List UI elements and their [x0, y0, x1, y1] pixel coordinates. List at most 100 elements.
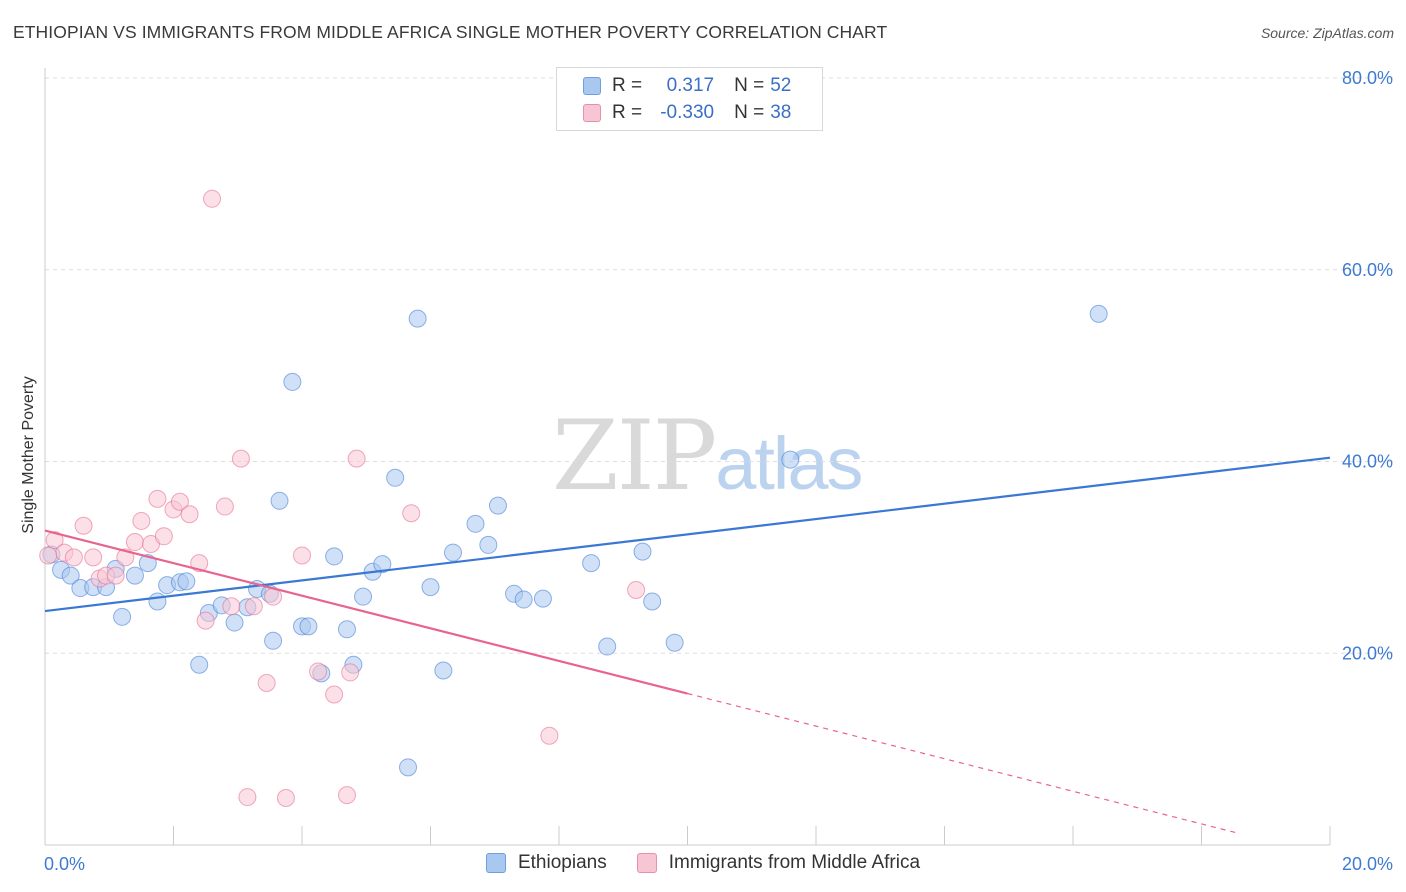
- point-middle-africa: [276, 789, 295, 808]
- point-middle-africa: [231, 449, 250, 468]
- point-ethiopians: [270, 491, 289, 510]
- point-ethiopians: [113, 607, 132, 626]
- point-ethiopians: [443, 543, 462, 562]
- point-ethiopians: [138, 554, 157, 573]
- point-ethiopians: [373, 555, 392, 574]
- point-ethiopians: [190, 655, 209, 674]
- legend-row-ethiopians: R = 0.317 N = 52: [583, 74, 791, 98]
- point-middle-africa: [196, 611, 215, 630]
- watermark-zip: ZIP: [552, 400, 717, 512]
- point-ethiopians: [225, 613, 244, 632]
- watermark: ZIPatlas: [552, 400, 864, 512]
- point-middle-africa: [627, 580, 646, 599]
- trendline-ethiopians: [44, 456, 1331, 613]
- point-ethiopians: [781, 450, 800, 469]
- point-ethiopians: [325, 547, 344, 566]
- x-tick-label: 20.0%: [1342, 854, 1393, 874]
- point-middle-africa: [215, 497, 234, 516]
- point-ethiopians: [408, 309, 427, 328]
- point-middle-africa: [132, 511, 151, 530]
- y-tick-label: 60.0%: [1342, 260, 1393, 280]
- trendline-middle-africa-extension: [687, 692, 1241, 835]
- point-ethiopians: [466, 514, 485, 533]
- point-ethiopians: [421, 578, 440, 597]
- y-tick-label: 20.0%: [1342, 643, 1393, 663]
- legend-r-label: R =: [612, 75, 643, 96]
- point-ethiopians: [514, 590, 533, 609]
- point-middle-africa: [125, 533, 144, 552]
- legend-row-middle-africa: R = -0.330 N = 38: [583, 101, 791, 125]
- correlation-legend: R = 0.317 N = 52 R = -0.330 N = 38: [556, 67, 823, 131]
- point-middle-africa: [154, 527, 173, 546]
- y-tick-label: 40.0%: [1342, 452, 1393, 472]
- point-ethiopians: [148, 592, 167, 611]
- legend-label-middle-africa: Immigrants from Middle Africa: [668, 852, 921, 873]
- series-legend: Ethiopians Immigrants from Middle Africa: [0, 852, 1406, 874]
- legend-n-value: 52: [770, 75, 792, 96]
- point-middle-africa: [238, 788, 257, 807]
- source-note: Source: ZipAtlas.com: [1260, 25, 1394, 41]
- legend-swatch-middle-africa: [636, 853, 657, 873]
- point-middle-africa: [64, 548, 83, 567]
- point-middle-africa: [74, 516, 93, 535]
- point-ethiopians: [665, 633, 684, 652]
- point-ethiopians: [479, 535, 498, 554]
- point-middle-africa: [402, 504, 421, 523]
- point-middle-africa: [309, 662, 328, 681]
- point-ethiopians: [177, 572, 196, 591]
- legend-swatch-middle-africa: [583, 104, 601, 122]
- legend-r-value: 0.317: [666, 75, 715, 96]
- point-middle-africa: [84, 548, 103, 567]
- point-middle-africa: [244, 597, 263, 616]
- point-middle-africa: [116, 548, 135, 567]
- point-middle-africa: [325, 685, 344, 704]
- point-middle-africa: [540, 726, 559, 745]
- point-middle-africa: [203, 189, 222, 208]
- point-ethiopians: [533, 589, 552, 608]
- point-middle-africa: [180, 505, 199, 524]
- point-ethiopians: [633, 542, 652, 561]
- legend-r-value: -0.330: [660, 102, 715, 123]
- legend-swatch-ethiopians: [485, 853, 506, 873]
- legend-label-ethiopians: Ethiopians: [517, 852, 607, 873]
- x-tick-label: 0.0%: [44, 854, 85, 874]
- point-ethiopians: [354, 587, 373, 606]
- point-ethiopians: [264, 631, 283, 650]
- point-middle-africa: [106, 566, 125, 585]
- point-ethiopians: [582, 554, 601, 573]
- point-middle-africa: [293, 546, 311, 565]
- point-ethiopians: [488, 496, 507, 515]
- point-ethiopians: [434, 661, 453, 680]
- point-middle-africa: [341, 663, 360, 682]
- point-middle-africa: [170, 492, 189, 511]
- point-ethiopians: [337, 620, 356, 639]
- legend-swatch-ethiopians: [583, 77, 601, 95]
- point-middle-africa: [337, 786, 356, 805]
- trendline-middle-africa: [44, 529, 688, 695]
- point-ethiopians: [299, 617, 318, 636]
- point-middle-africa: [347, 449, 366, 468]
- point-middle-africa: [190, 554, 209, 573]
- point-middle-africa: [222, 597, 241, 616]
- legend-item-middle-africa[interactable]: Immigrants from Middle Africa: [636, 852, 921, 874]
- point-ethiopians: [283, 372, 302, 391]
- point-middle-africa: [257, 673, 276, 692]
- point-ethiopians: [598, 637, 617, 656]
- point-middle-africa: [39, 546, 58, 565]
- legend-item-ethiopians[interactable]: Ethiopians: [485, 852, 607, 874]
- point-ethiopians: [1089, 304, 1108, 323]
- y-tick-label: 80.0%: [1342, 68, 1393, 88]
- legend-r-label: R =: [612, 102, 643, 123]
- legend-n-label: N =: [734, 102, 765, 123]
- point-ethiopians: [125, 566, 144, 585]
- point-middle-africa: [45, 531, 64, 550]
- point-middle-africa: [148, 489, 167, 508]
- y-axis-label: Single Mother Poverty: [20, 376, 37, 533]
- point-ethiopians: [399, 758, 418, 777]
- point-ethiopians: [61, 566, 80, 585]
- chart-title: ETHIOPIAN VS IMMIGRANTS FROM MIDDLE AFRI…: [13, 22, 888, 42]
- point-ethiopians: [386, 468, 405, 487]
- legend-n-value: 38: [770, 102, 792, 123]
- point-ethiopians: [643, 592, 662, 611]
